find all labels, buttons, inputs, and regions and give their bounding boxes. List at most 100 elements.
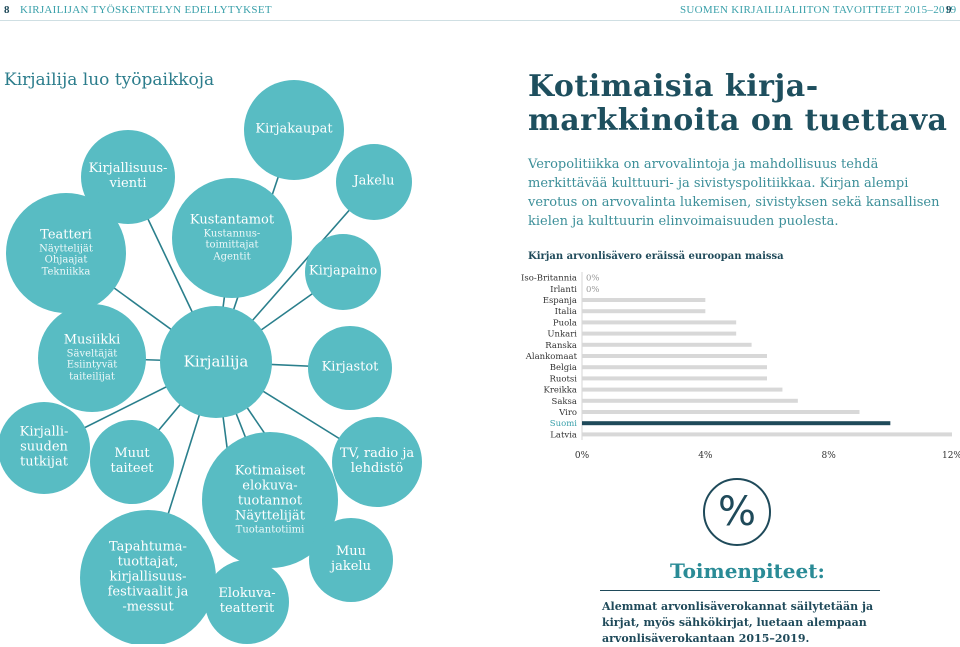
chart-x-tick: 12% [942, 451, 960, 461]
network-node-main: TV, radio ja lehdistö [339, 446, 415, 476]
network-node-main: Elokuva- teatterit [218, 586, 276, 616]
network-node-label: Kirjastot [321, 359, 379, 376]
article-title-line2: markkinoita on tuettava [528, 103, 948, 138]
network-bubble [244, 80, 344, 180]
network-bubble [6, 193, 126, 313]
chart-bar [582, 410, 860, 414]
chart-bar [582, 365, 767, 370]
chart-bar [582, 354, 767, 358]
chart-x-tick: 0% [575, 451, 590, 461]
network-node-main: Muu jakelu [331, 544, 371, 574]
network-node-label: Jakelu [353, 173, 395, 190]
chart-title: Kirjan arvonlisävero eräissä euroopan ma… [528, 251, 784, 262]
network-bubble [160, 306, 272, 418]
network-node-main: Kirjakaupat [255, 121, 333, 137]
chart-data-label: 0% [586, 274, 600, 284]
network-node-main: Kirjastot [321, 359, 379, 375]
network-bubble [309, 518, 393, 602]
network-node-main: Teatteri [40, 227, 92, 243]
network-node-label: Teatteri Näyttelijät Ohjaajat Tekniikka [39, 227, 93, 278]
chart-category-label: Italia [555, 307, 577, 317]
vat-bar-chart: Iso-Britannia 0% Irlanti 0% EspanjaItaliaPuo… [521, 272, 960, 461]
network-node-label: Kirjalli- suuden tutkijat [19, 424, 69, 471]
network-bubble [0, 402, 90, 494]
network-node-label: Kirjallisuus- vienti [88, 161, 168, 192]
network-node-label: Kirjailija [183, 352, 249, 371]
chart-bar [582, 387, 783, 392]
network-bubble [80, 510, 216, 644]
actions-divider [600, 590, 880, 591]
chart-category-label: Alankomaat [525, 352, 578, 362]
chart-bar [582, 298, 706, 302]
network-node-main: Kotimaiset elokuva- tuotannot Näyttelijä… [234, 463, 306, 524]
network-node-main: Kirjailija [183, 352, 249, 371]
right-page-number: 9 [946, 4, 952, 16]
chart-x-tick: 4% [698, 451, 713, 461]
header-divider [0, 20, 960, 21]
network-node-main: Kirjapaino [308, 263, 378, 279]
chart-bar [582, 432, 952, 437]
job-network-diagram [0, 80, 422, 644]
article-body: Veropolitiikka on arvovalintoja ja mahdo… [528, 157, 940, 229]
chart-category-label: Ruotsi [550, 374, 578, 384]
chart-bar [582, 421, 891, 426]
article-title: Kotimaisia kirja- markkinoita on tuettav… [528, 70, 947, 138]
network-bubble [172, 178, 292, 298]
chart-category-label: Unkari [547, 330, 577, 340]
chart-bar [582, 331, 737, 336]
network-title: Kirjailija luo työpaikkoja [4, 70, 215, 90]
network-node-main: Tapahtuma- tuottajat, kirjallisuus- fest… [107, 539, 189, 615]
chart-data-label: 0% [586, 285, 600, 295]
network-bubble [308, 326, 392, 410]
chart-category-label: Iso-Britannia [521, 274, 577, 284]
right-header-title: SUOMEN KIRJAILIJALIITON TAVOITTEET 2015–… [680, 4, 957, 16]
chart-category-label: Kreikka [543, 386, 577, 396]
network-node-main: Kirjallisuus- vienti [88, 161, 168, 191]
article-title-line1: Kotimaisia kirja- [528, 69, 819, 104]
network-node-main: Kirjalli- suuden tutkijat [19, 424, 69, 470]
page-header: 8 KIRJAILIJAN TYÖSKENTELYN EDELLYTYKSET … [0, 0, 960, 21]
chart-category-label: Espanja [543, 296, 577, 306]
network-bubble [90, 420, 174, 504]
chart-category-label: Belgia [550, 363, 577, 373]
network-bubble [38, 304, 146, 412]
chart-category-label: Irlanti [550, 285, 577, 295]
chart-category-label: Saksa [552, 397, 577, 407]
chart-bar [582, 342, 752, 347]
chart-bar [582, 376, 767, 381]
chart-category-label: Viro [558, 408, 577, 418]
network-bubble [202, 432, 338, 568]
chart-category-label: Puola [553, 318, 577, 328]
chart-bar [582, 398, 798, 403]
network-bubble [205, 560, 289, 644]
network-node-sub: Säveltäjät Esiintyvät taiteilijat [66, 348, 118, 383]
chart-x-tick: 8% [822, 451, 837, 461]
network-node-label: TV, radio ja lehdistö [339, 446, 415, 477]
network-node-label: Muut taiteet [110, 446, 154, 477]
percent-icon: % [703, 478, 771, 546]
network-node-sub: Kustannus- toimittajat Agentit [203, 228, 261, 263]
chart-category-label: Latvia [550, 430, 577, 440]
network-node-label: Kustantamot Kustannus- toimittajat Agenti… [189, 212, 275, 263]
network-node-main: Kustantamot [189, 212, 275, 228]
actions-title: Toimenpiteet: [670, 559, 825, 583]
network-node-main: Muut taiteet [110, 446, 154, 476]
network-node-label: Kotimaiset elokuva- tuotannot Näyttelijä… [234, 463, 306, 536]
network-bubble [81, 130, 175, 224]
network-node-label: Kirjapaino [308, 263, 378, 280]
network-node-main: Jakelu [353, 173, 395, 189]
network-bubble [336, 144, 412, 220]
network-node-label: Tapahtuma- tuottajat, kirjallisuus- fest… [107, 539, 189, 616]
left-page-number: 8 [4, 4, 10, 16]
network-node-main: Musiikki [63, 332, 121, 348]
network-node-sub: Näyttelijät Ohjaajat Tekniikka [39, 243, 93, 278]
network-bubble [305, 234, 381, 310]
actions-text: Alemmat arvonlisäverokannat säilytetään … [602, 600, 874, 645]
network-node-label: Muu jakelu [331, 544, 371, 575]
network-node-label: Kirjakaupat [255, 121, 333, 138]
network-node-label: Musiikki Säveltäjät Esiintyvät taiteilija… [63, 332, 121, 383]
chart-bar [582, 320, 737, 325]
network-node-label: Elokuva- teatterit [218, 586, 276, 617]
network-node-sub: Tuotantotiimi [235, 524, 305, 536]
chart-category-label: Suomi [550, 419, 577, 429]
